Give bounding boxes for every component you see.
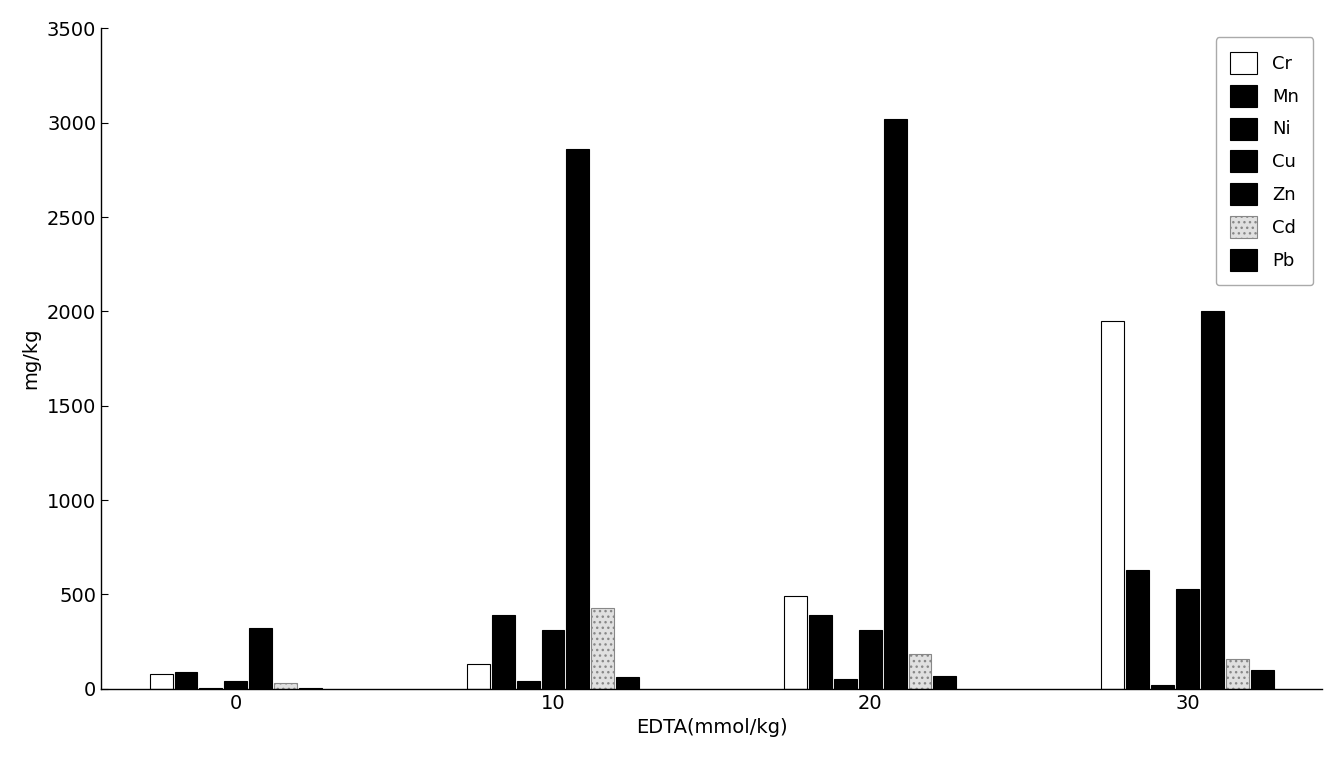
Bar — [492, 615, 514, 689]
X-axis label: EDTA(mmol/kg): EDTA(mmol/kg) — [635, 718, 787, 738]
Bar — [858, 630, 881, 689]
Bar — [909, 654, 932, 689]
Bar — [299, 688, 322, 689]
Legend: Cr, Mn, Ni, Cu, Zn, Cd, Pb: Cr, Mn, Ni, Cu, Zn, Cd, Pb — [1215, 37, 1313, 286]
Y-axis label: mg/kg: mg/kg — [21, 327, 40, 390]
Bar — [1125, 570, 1150, 689]
Bar — [933, 675, 956, 689]
Bar — [1101, 321, 1124, 689]
Bar — [1176, 589, 1199, 689]
Bar — [1151, 685, 1174, 689]
Bar — [1226, 659, 1249, 689]
Bar — [199, 688, 223, 689]
Bar — [808, 615, 831, 689]
Bar — [517, 681, 540, 689]
Bar — [784, 597, 807, 689]
Bar — [591, 608, 614, 689]
Bar — [541, 630, 564, 689]
Bar — [467, 664, 490, 689]
Bar — [175, 672, 197, 689]
Bar — [1201, 312, 1223, 689]
Bar — [274, 683, 297, 689]
Bar — [149, 674, 172, 689]
Bar — [834, 679, 857, 689]
Bar — [616, 678, 639, 689]
Bar — [884, 119, 907, 689]
Bar — [567, 149, 590, 689]
Bar — [224, 681, 247, 689]
Bar — [1250, 670, 1273, 689]
Bar — [250, 628, 273, 689]
